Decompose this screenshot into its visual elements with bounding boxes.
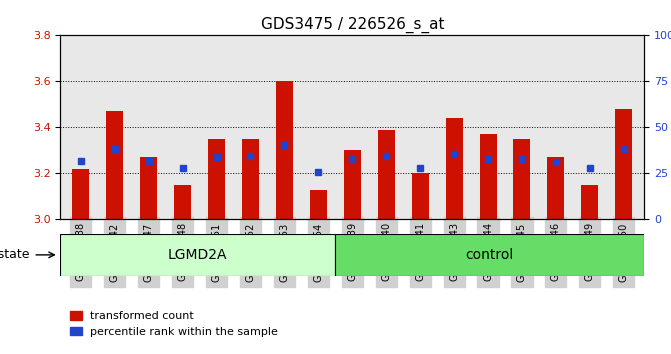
Bar bbox=[412, 173, 429, 219]
Text: LGMD2A: LGMD2A bbox=[168, 248, 227, 262]
Bar bbox=[60, 35, 336, 219]
Bar bbox=[140, 157, 157, 219]
Bar bbox=[378, 130, 395, 219]
Bar bbox=[581, 185, 599, 219]
Bar bbox=[480, 134, 497, 219]
FancyBboxPatch shape bbox=[336, 234, 644, 276]
Bar bbox=[615, 109, 632, 219]
Bar bbox=[513, 139, 531, 219]
Bar bbox=[72, 169, 89, 219]
Bar bbox=[344, 150, 361, 219]
FancyBboxPatch shape bbox=[60, 234, 336, 276]
Bar bbox=[548, 157, 564, 219]
Title: GDS3475 / 226526_s_at: GDS3475 / 226526_s_at bbox=[260, 16, 444, 33]
Legend: transformed count, percentile rank within the sample: transformed count, percentile rank withi… bbox=[66, 307, 282, 341]
Bar bbox=[276, 81, 293, 219]
Bar bbox=[446, 118, 462, 219]
Bar bbox=[336, 35, 644, 219]
Text: disease state: disease state bbox=[0, 249, 30, 261]
Bar bbox=[208, 139, 225, 219]
Bar bbox=[174, 185, 191, 219]
Bar bbox=[242, 139, 259, 219]
Bar bbox=[310, 190, 327, 219]
Bar bbox=[106, 111, 123, 219]
Text: control: control bbox=[466, 248, 514, 262]
